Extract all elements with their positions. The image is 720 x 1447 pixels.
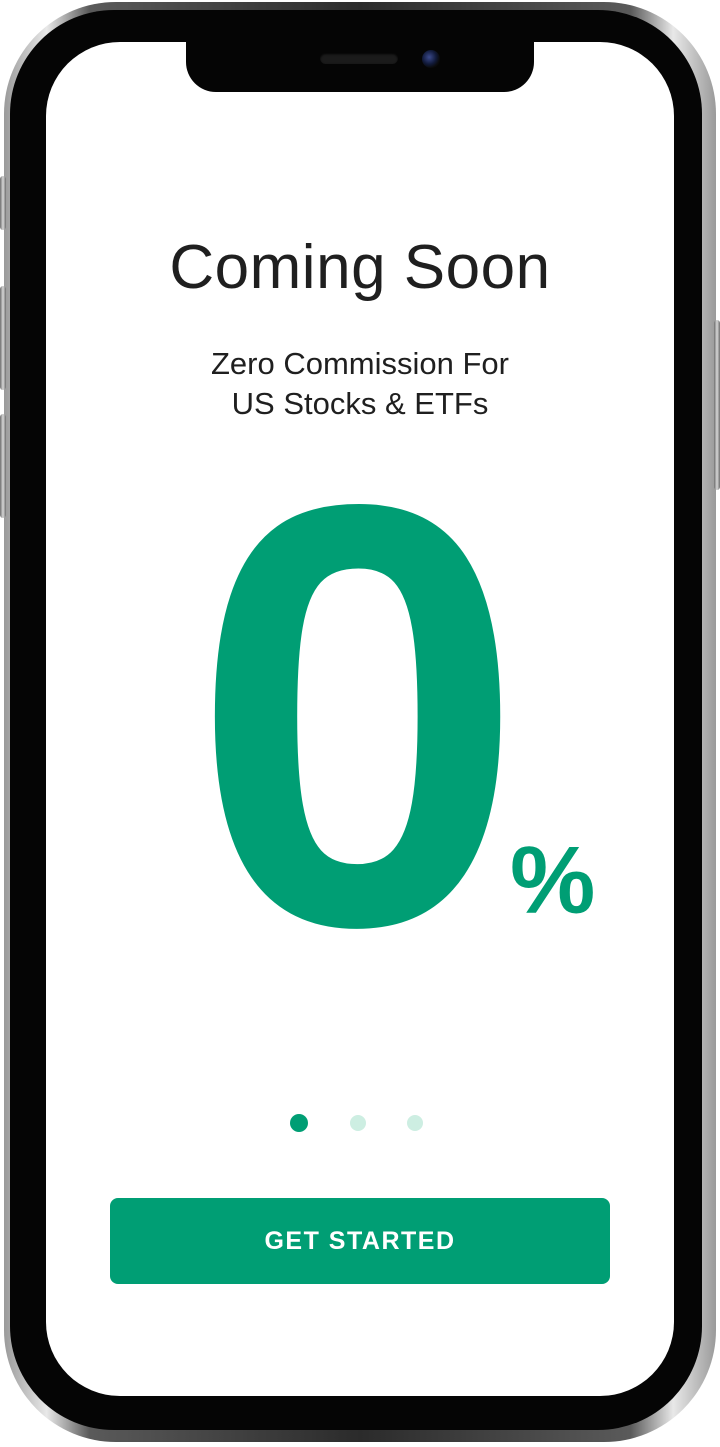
page-dot-1[interactable] — [290, 1114, 308, 1132]
page-indicator — [0, 1114, 720, 1133]
phone-notch — [186, 42, 534, 92]
phone-power-button — [714, 320, 720, 490]
app-screen — [46, 42, 674, 1396]
subtitle-line-2: US Stocks & ETFs — [231, 386, 489, 421]
page-dot-2[interactable] — [350, 1115, 366, 1131]
subtitle-line-1: Zero Commission For — [211, 346, 509, 381]
phone-silent-switch — [0, 176, 6, 230]
page-title: Coming Soon — [169, 233, 551, 302]
phone-volume-down-button — [0, 414, 6, 518]
page-dot-3[interactable] — [407, 1115, 423, 1131]
commission-value: 0 — [191, 381, 525, 1051]
page-subtitle: Zero Commission For US Stocks & ETFs — [0, 344, 720, 424]
front-camera-icon — [422, 50, 440, 68]
percent-sign: % — [510, 827, 596, 934]
phone-volume-up-button — [0, 286, 6, 390]
get-started-button[interactable]: GET STARTED — [110, 1198, 610, 1284]
speaker-grille — [320, 53, 398, 64]
